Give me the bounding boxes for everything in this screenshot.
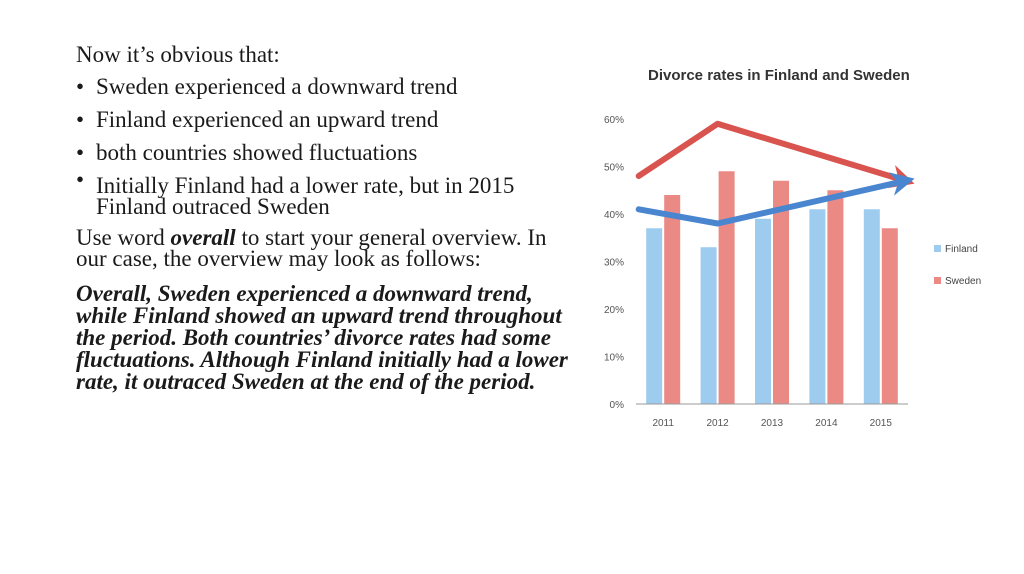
legend-swatch-finland [934,245,941,252]
x-tick-label: 2015 [870,418,893,429]
overview-text: Overall, Sweden experienced a downward t… [76,281,568,394]
x-tick-label: 2012 [706,418,729,429]
legend-label-finland: Finland [945,244,978,255]
bar-finland-2013 [755,218,771,404]
bar-finland-2012 [700,247,717,404]
text-column: Now it’s obvious that: Sweden experience… [76,40,576,393]
bullet-item: both countries showed fluctuations [76,136,576,169]
chart-container: Divorce rates in Finland and Sweden 0% 10… [588,52,988,442]
intro-text: Now it’s obvious that: [76,42,280,67]
instruction-keyword: overall [170,225,236,250]
instruction-text: Use word overall to start your general o… [76,225,576,277]
y-tick-label: 40% [604,210,624,221]
trend-lines [635,120,915,227]
trend-arrow-sweden [635,120,915,189]
bar-finland-2011 [646,228,663,404]
bar-finland-2015 [863,209,880,404]
x-tick-label: 2014 [815,418,838,429]
y-tick-label: 10% [604,353,624,364]
legend-swatch-sweden [934,277,941,284]
bar-sweden-2011 [664,195,681,404]
y-axis: 0% 10% 20% 30% 40% 50% 60% [604,115,624,411]
bar-sweden-2013 [773,180,789,404]
bullet-item: Sweden experienced a downward trend [76,70,576,103]
x-axis: 2011 2012 2013 2014 2015 [636,403,908,429]
legend: Finland Sweden [934,244,981,287]
bar-sweden-2015 [881,228,898,404]
y-tick-label: 20% [604,305,624,316]
bars-group [646,171,898,404]
x-tick-label: 2011 [652,418,674,429]
y-tick-label: 0% [610,400,625,411]
chart-title: Divorce rates in Finland and Sweden [648,67,910,84]
instruction-pre: Use word [76,225,171,250]
bar-finland-2014 [809,209,826,404]
bullet-item: Initially Finland had a lower rate, but … [76,169,576,221]
bar-sweden-2012 [718,171,735,404]
bar-sweden-2014 [827,190,844,404]
bullet-item: Finland experienced an upward trend [76,103,576,136]
bullet-list: Sweden experienced a downward trend Finl… [76,70,576,221]
legend-label-sweden: Sweden [945,276,981,287]
trend-arrow-finland [635,172,915,227]
y-tick-label: 60% [604,115,624,126]
instruction-post: to start your general overview. In our c… [76,225,547,271]
x-tick-label: 2013 [761,418,784,429]
y-tick-label: 30% [604,258,624,269]
y-tick-label: 50% [604,163,624,174]
divorce-rate-chart: Divorce rates in Finland and Sweden 0% 10… [604,67,981,429]
